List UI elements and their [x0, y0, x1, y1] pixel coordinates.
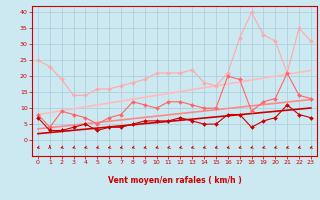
X-axis label: Vent moyen/en rafales ( km/h ): Vent moyen/en rafales ( km/h ) — [108, 176, 241, 185]
